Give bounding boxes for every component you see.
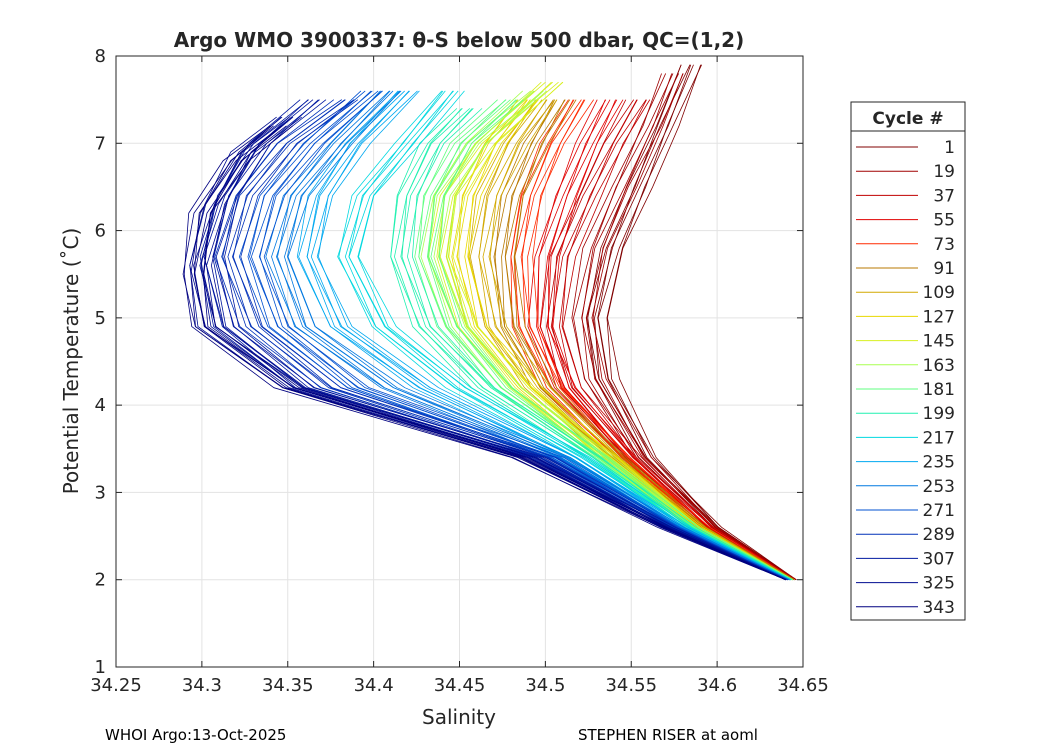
x-tick-label: 34.25 [90,675,142,696]
x-tick-label: 34.55 [605,675,657,696]
profile-line [467,99,793,581]
profile-line [232,99,788,581]
chart-title: Argo WMO 3900337: θ-S below 500 dbar, QC… [174,28,744,52]
legend-entry-label: 235 [923,453,955,473]
x-tick-label: 34.45 [434,675,486,696]
legend-entry-label: 199 [923,404,955,424]
profile-line [452,81,793,581]
profile-line [394,108,792,581]
y-tick-label: 8 [95,46,106,67]
profile-line [259,90,788,581]
x-tick-label: 34.4 [354,675,394,696]
profile-line [263,90,788,581]
legend-box [850,101,966,621]
legend-entry-label: 145 [923,332,955,352]
profile-line [203,125,786,581]
y-tick-label: 3 [95,482,106,503]
profile-line [488,99,793,581]
legend-entry-label: 181 [923,380,955,400]
legend-entry-label: 109 [923,283,955,303]
profile-line [585,73,797,581]
footer-right: STEPHEN RISER at aoml [578,726,758,744]
legend-entry-label: 325 [923,574,955,594]
legend-entry-label: 19 [933,162,955,182]
y-tick-label: 7 [95,133,106,154]
profile-line [606,64,797,581]
profile-line [546,99,795,581]
legend-entry-label: 55 [933,211,955,231]
profile-line [438,99,793,581]
x-tick-label: 34.35 [262,675,314,696]
legend-entry-label: 253 [923,477,955,497]
profile-line [200,116,786,581]
profile-line [390,108,792,581]
profile-line [527,99,795,581]
y-axis-label: Potential Temperature (˚C) [59,228,83,495]
legend-entry-label: 91 [933,259,955,279]
profile-line [227,99,788,581]
legend-entry-label: 271 [923,501,955,521]
profile-line [390,108,792,581]
profile-line [310,90,790,581]
legend-entry-label: 73 [933,235,955,255]
y-ticks: 1 2 3 4 5 6 7 8 [95,46,803,678]
legend-entry-label: 1 [944,138,955,158]
profile-line [316,90,790,581]
profile-line [439,90,793,581]
legend-entry-label: 343 [923,598,955,618]
x-tick-label: 34.65 [777,675,829,696]
profile-line [418,99,793,581]
y-tick-label: 5 [95,308,106,329]
profile-line [552,99,795,581]
profile-line [607,64,797,581]
profile-line [258,90,788,581]
profile-line [222,99,788,581]
legend-title: Cycle # [872,109,943,129]
legend-entry-label: 307 [923,549,955,569]
profile-line [407,108,792,581]
x-tick-label: 34.3 [182,675,222,696]
profile-line [561,99,795,581]
profile-line [183,125,786,581]
legend-entry-label: 37 [933,186,955,206]
profile-line [514,99,795,581]
profile-line [348,90,792,581]
y-tick-label: 1 [95,657,106,678]
x-ticks: 34.25 34.3 34.35 34.4 34.45 34.5 34.55 34.6 34.6… [90,56,829,696]
profile-line [401,108,792,581]
profile-line [412,108,792,581]
profile-line [489,99,793,581]
profile-line [559,99,795,581]
legend-entry-label: 289 [923,525,955,545]
profile-line [400,108,792,581]
profile-line [591,73,797,581]
profile-line [287,90,790,581]
profile-line [240,99,788,581]
y-tick-label: 4 [95,395,106,416]
profile-line [211,116,786,581]
x-axis-label: Salinity [422,705,496,729]
profile-line [446,90,793,581]
profile-line [318,90,790,581]
profile-line [597,64,797,581]
curves [182,64,797,581]
profile-line [306,90,790,581]
legend-entry-label: 217 [923,428,955,448]
y-tick-label: 6 [95,221,106,242]
y-tick-label: 2 [95,570,106,591]
profile-line [224,99,786,581]
profile-line [438,90,793,581]
legend-entries: 1 19 37 55 73 91 109 127 145 163 181 199 217 235 253 27… [856,138,955,618]
profile-line [358,90,792,581]
x-tick-label: 34.5 [525,675,565,696]
legend: Cycle # 1 19 37 55 73 91 109 127 145 163 181 199 217… [850,101,966,621]
footer-left: WHOI Argo:13-Oct-2025 [105,726,287,744]
profile-line [532,99,795,581]
legend-entry-label: 127 [923,307,955,327]
x-tick-label: 34.6 [697,675,737,696]
profile-line [592,73,797,581]
profile-line [562,99,795,581]
legend-entry-label: 163 [923,356,955,376]
